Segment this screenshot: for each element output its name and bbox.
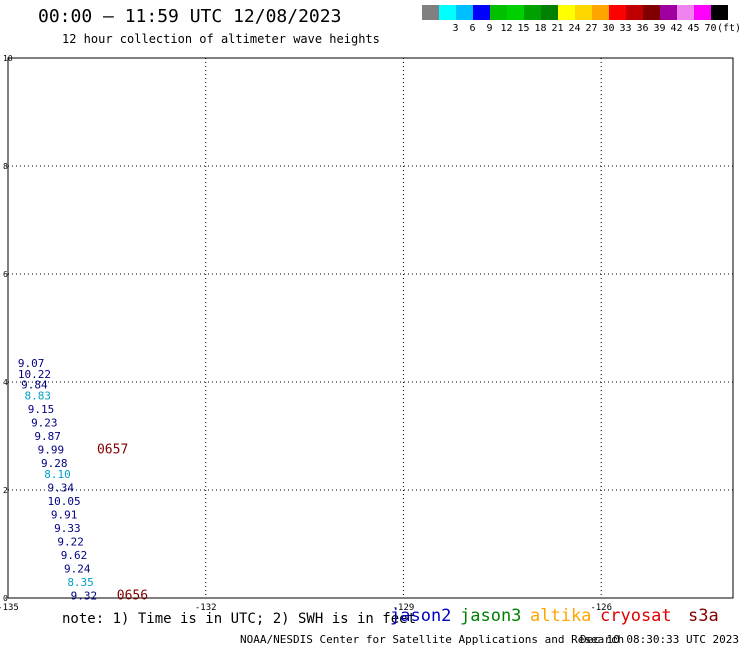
wave-height-label: 9.24 <box>64 562 91 575</box>
wave-height-label: 10.05 <box>48 495 81 508</box>
legend-label: 39 <box>653 23 666 34</box>
wave-height-label: 9.33 <box>54 522 81 535</box>
legend-label: 18 <box>534 23 547 34</box>
legend-label: 33 <box>619 23 632 34</box>
legend-swatch <box>609 5 626 20</box>
wave-height-label: 9.32 <box>71 589 98 602</box>
footer-note: note: 1) Time is in UTC; 2) SWH is in fe… <box>62 611 417 627</box>
legend-label: 3 <box>452 23 459 34</box>
legend-swatch <box>490 5 507 20</box>
generated-timestamp: Dec 10 08:30:33 UTC 2023 <box>580 633 739 646</box>
wave-height-label: 8.35 <box>67 576 94 589</box>
wave-height-label: 9.99 <box>38 444 64 457</box>
legend-label: 9 <box>486 23 493 34</box>
wave-height-label: 8.83 <box>24 390 51 403</box>
wave-height-label: 9.22 <box>57 535 84 548</box>
wave-height-label: 9.91 <box>51 508 78 521</box>
legend-swatch <box>660 5 677 20</box>
plot-frame <box>7 57 734 599</box>
legend-label: 24 <box>568 23 581 34</box>
wave-height-label: 9.84 <box>21 379 48 392</box>
sat-legend-jason3: jason3 <box>460 606 522 626</box>
legend-swatch <box>439 5 456 20</box>
wave-height-label: 9.62 <box>61 549 88 562</box>
y-tick-label: 8 <box>3 162 8 171</box>
pass-time-label: 0656 <box>117 588 148 603</box>
x-tick-label: -132 <box>195 603 217 613</box>
legend-label: 36 <box>636 23 649 34</box>
legend-swatch <box>422 5 439 20</box>
legend-label: 6 <box>469 23 476 34</box>
legend-label: 27 <box>585 23 598 34</box>
x-tick-label: -126 <box>590 603 612 613</box>
legend-swatch <box>677 5 694 20</box>
wave-height-label: 9.15 <box>28 403 55 416</box>
legend-unit: (ft) <box>716 23 740 34</box>
wave-height-label: 9.87 <box>34 430 61 443</box>
legend-swatch <box>694 5 711 20</box>
pass-time-label: 0657 <box>97 443 128 458</box>
y-tick-label: 4 <box>3 378 8 387</box>
sat-legend-cryosat: cryosat <box>600 606 672 626</box>
y-tick-label: 2 <box>3 486 8 495</box>
legend-label: 45 <box>687 23 700 34</box>
x-tick-label: -129 <box>393 603 415 613</box>
x-tick-label: -135 <box>0 603 19 613</box>
legend-swatch <box>575 5 592 20</box>
legend-swatch <box>473 5 490 20</box>
legend-swatch <box>456 5 473 20</box>
wave-height-label: 10.22 <box>18 368 51 381</box>
legend-swatch <box>592 5 609 20</box>
wave-height-label: 9.28 <box>41 457 68 470</box>
legend-label: 21 <box>551 23 564 34</box>
sat-legend-jason2: jason2 <box>390 606 452 626</box>
legend-swatch <box>541 5 558 20</box>
wave-height-label: 9.07 <box>18 357 45 370</box>
y-tick-label: 6 <box>3 270 8 279</box>
legend-swatch <box>507 5 524 20</box>
y-tick-label: 0 <box>3 594 8 603</box>
sat-legend-altika: altika <box>530 606 592 626</box>
legend-swatch <box>711 5 728 20</box>
legend-swatch <box>626 5 643 20</box>
wave-height-label: 9.23 <box>31 417 58 430</box>
chart-subtitle: 12 hour collection of altimeter wave hei… <box>62 32 380 46</box>
sat-legend-s3a: s3a <box>688 606 719 626</box>
credit-text: NOAA/NESDIS Center for Satellite Applica… <box>240 633 625 646</box>
legend-swatch <box>524 5 541 20</box>
legend-label: 15 <box>517 23 530 34</box>
legend-label: 30 <box>602 23 615 34</box>
legend-swatch <box>643 5 660 20</box>
wave-height-label: 9.34 <box>48 481 75 494</box>
legend-swatch <box>558 5 575 20</box>
y-tick-label: 10 <box>3 54 13 63</box>
legend-label: 42 <box>670 23 683 34</box>
legend-label: 70 <box>704 23 717 34</box>
chart-title: 00:00 – 11:59 UTC 12/08/2023 <box>38 6 342 27</box>
wave-height-label: 8.10 <box>44 468 71 481</box>
legend-label: 12 <box>500 23 513 34</box>
